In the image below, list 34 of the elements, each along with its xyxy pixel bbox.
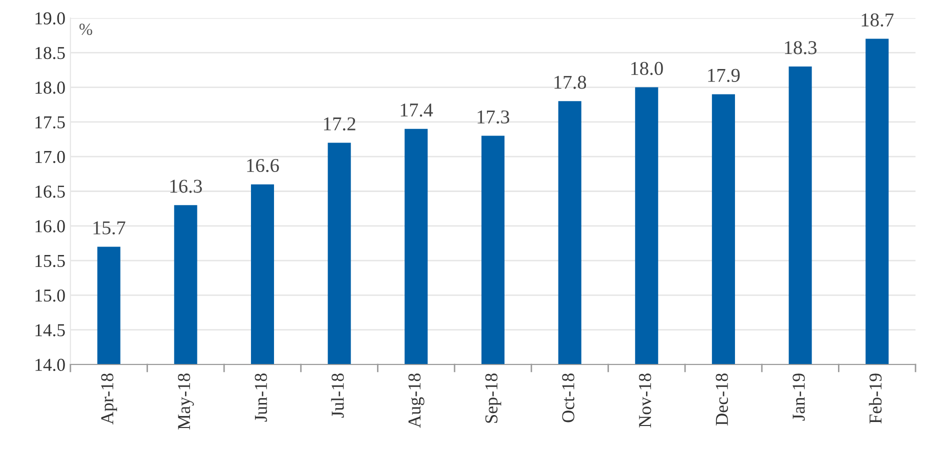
y-tick-label: 15.5	[36, 254, 65, 268]
data-label: 15.7	[94, 221, 126, 234]
x-tick-label: Feb-19	[868, 374, 882, 424]
x-tick-label: Dec-18	[716, 374, 728, 426]
data-label: 18.7	[862, 13, 894, 27]
x-tick-label: Nov-18	[638, 374, 652, 428]
data-label: 17.4	[400, 104, 433, 117]
x-tick-label: Sep-18	[485, 374, 502, 423]
x-tick-label: Oct-18	[562, 374, 574, 422]
x-tick-label: Apr-18	[101, 374, 118, 424]
y-tick-label: 16.0	[36, 220, 65, 232]
y-tick-label: 14.5	[36, 324, 65, 336]
x-tick-label: Aug-18	[408, 374, 424, 428]
y-tick-label: 17.0	[36, 150, 65, 164]
data-label: 17.2	[324, 117, 356, 131]
y-tick-label: 17.5	[36, 116, 65, 128]
y-tick-label: 18.0	[36, 82, 65, 94]
y-tick-label: 14.0	[36, 358, 65, 372]
x-tick-label: May-18	[178, 374, 194, 430]
data-label: 18.0	[631, 62, 663, 76]
data-label: 16.3	[170, 180, 202, 193]
y-axis-title: %	[79, 24, 92, 35]
x-tick-label: Jan-19	[792, 374, 805, 421]
data-label: 18.3	[784, 41, 817, 54]
y-tick-label: 16.5	[36, 186, 65, 198]
y-tick-label: 15.0	[36, 289, 65, 302]
data-label: 16.6	[247, 158, 279, 172]
data-label: 17.3	[478, 110, 510, 124]
data-label: 17.8	[554, 76, 586, 89]
data-label: 17.9	[708, 68, 740, 82]
x-tick-label: Jun-18	[254, 374, 268, 422]
y-tick-label: 18.5	[36, 46, 65, 60]
x-tick-label: Jul-18	[331, 374, 344, 418]
y-tick-label: 19.0	[36, 12, 65, 25]
